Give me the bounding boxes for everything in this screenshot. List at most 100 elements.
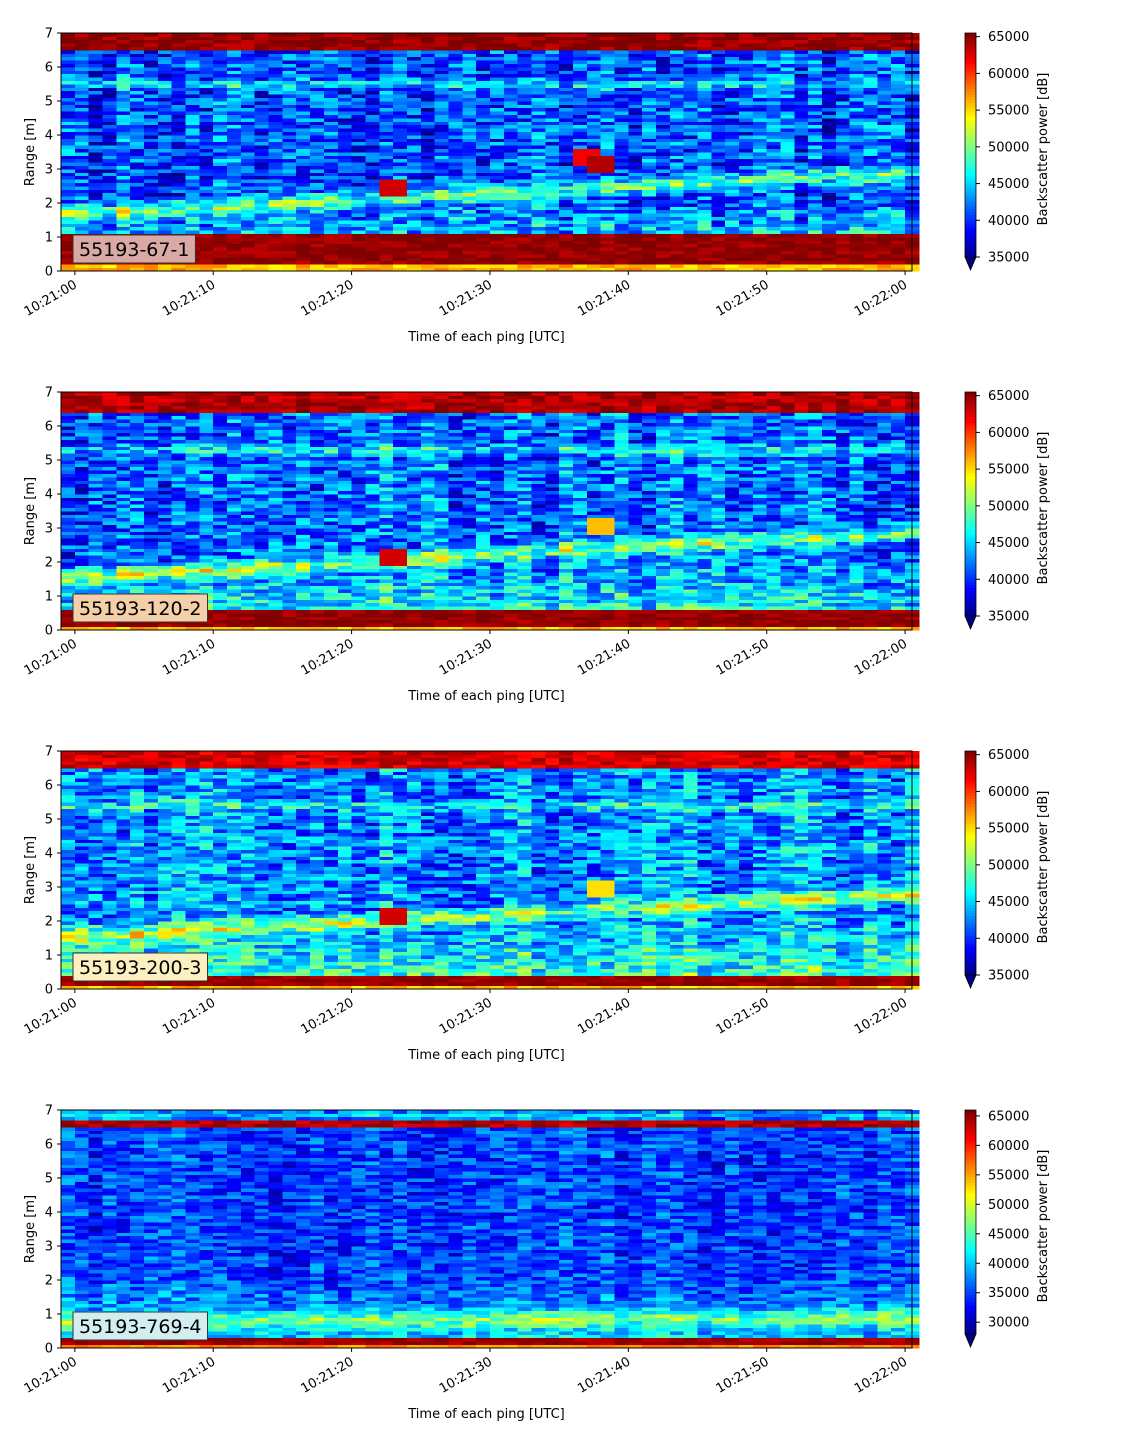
heatmap-cell <box>227 73 242 78</box>
colorbar-segment <box>965 226 976 230</box>
heatmap-cell <box>863 135 879 139</box>
heatmap-cell <box>669 53 685 58</box>
heatmap-cell <box>711 60 726 64</box>
heatmap-cell <box>669 70 685 75</box>
heatmap-cell <box>531 97 546 102</box>
heatmap-cell <box>227 46 242 51</box>
heatmap-cell <box>185 172 200 177</box>
heatmap-cell <box>586 121 602 126</box>
heatmap-cell <box>351 63 367 68</box>
heatmap-cell <box>296 135 311 139</box>
heatmap-cell <box>739 36 754 41</box>
heatmap-cell <box>296 148 311 153</box>
heatmap-cell <box>116 73 131 78</box>
heatmap-cell <box>448 36 463 41</box>
heatmap-cell <box>351 206 367 211</box>
heatmap-cell <box>642 186 657 190</box>
heatmap-cell <box>822 175 837 180</box>
heatmap-cell <box>393 141 408 146</box>
heatmap-cell <box>102 402 117 406</box>
heatmap-cell <box>157 175 173 180</box>
heatmap-cell <box>268 138 283 143</box>
heatmap-cell <box>614 179 629 183</box>
heatmap-cell <box>642 70 657 75</box>
heatmap-cell <box>61 267 76 272</box>
heatmap-cell <box>697 209 712 214</box>
heatmap-cell <box>268 250 283 255</box>
heatmap-cell <box>572 247 588 251</box>
heatmap-cell <box>669 186 685 190</box>
heatmap-cell <box>669 63 685 68</box>
heatmap-cell <box>420 186 436 190</box>
heatmap-cell <box>517 162 533 166</box>
heatmap-cell <box>559 67 574 71</box>
heatmap-cell <box>102 575 117 580</box>
heatmap-cell <box>337 189 353 194</box>
heatmap-cell <box>545 114 560 119</box>
heatmap-cell <box>739 63 754 68</box>
heatmap-cell <box>157 179 173 183</box>
heatmap-cell <box>185 67 200 71</box>
heatmap-cell <box>88 87 104 92</box>
heatmap-cell <box>559 70 574 75</box>
heatmap-cell <box>254 73 270 78</box>
heatmap-cell <box>891 254 906 258</box>
heatmap-cell <box>752 257 768 262</box>
heatmap-cell <box>642 128 657 132</box>
heatmap-cell <box>406 165 422 170</box>
heatmap-cell <box>268 172 283 177</box>
heatmap-cell <box>822 124 837 129</box>
heatmap-cell <box>268 70 283 75</box>
heatmap-cell <box>185 121 200 126</box>
heatmap-cell <box>863 213 879 217</box>
heatmap-cell <box>822 267 837 272</box>
heatmap-cell <box>448 148 463 153</box>
heatmap-cell <box>310 169 325 173</box>
heatmap-cell <box>822 90 837 95</box>
heatmap-cell <box>61 460 76 464</box>
heatmap-cell <box>310 179 325 183</box>
heatmap-cell <box>434 73 450 78</box>
heatmap-cell <box>61 555 76 559</box>
heatmap-cell <box>863 138 879 143</box>
heatmap-cell <box>323 135 339 139</box>
heatmap-cell <box>808 63 823 68</box>
heatmap-cell <box>227 97 242 102</box>
heatmap-cell <box>462 90 477 95</box>
heatmap-cell <box>268 203 283 207</box>
heatmap-cell <box>420 223 436 228</box>
heatmap-cell <box>697 223 712 228</box>
heatmap-cell <box>863 46 879 51</box>
heatmap-cell <box>351 226 367 231</box>
heatmap-cell <box>849 67 865 71</box>
heatmap-cell <box>74 53 90 58</box>
heatmap-cell <box>61 517 76 522</box>
heatmap-cell <box>669 141 685 146</box>
heatmap-cell <box>116 477 131 481</box>
colorbar-segment <box>965 131 976 135</box>
heatmap-cell <box>74 145 90 149</box>
heatmap-cell <box>711 114 726 119</box>
heatmap-cell <box>130 589 145 593</box>
heatmap-cell <box>61 179 76 183</box>
heatmap-cell <box>766 70 782 75</box>
heatmap-cell <box>434 254 450 258</box>
heatmap-cell <box>822 192 837 197</box>
heatmap-cell <box>669 233 685 238</box>
heatmap-cell <box>476 53 491 58</box>
heatmap-cell <box>476 254 491 258</box>
heatmap-cell <box>102 517 117 522</box>
heatmap-cell <box>835 107 851 112</box>
heatmap-cell <box>102 494 117 498</box>
heatmap-cell <box>683 162 699 166</box>
heatmap-cell <box>88 415 104 420</box>
heatmap-cell <box>725 220 740 224</box>
heatmap-cell <box>822 186 837 190</box>
heatmap-cell <box>434 124 450 129</box>
heatmap-cell <box>130 230 145 234</box>
heatmap-cell <box>476 196 491 200</box>
heatmap-cell <box>282 107 297 112</box>
x-tick-label: 10:21:30 <box>437 277 495 319</box>
heatmap-cell <box>891 206 906 211</box>
heatmap-cell <box>863 169 879 173</box>
